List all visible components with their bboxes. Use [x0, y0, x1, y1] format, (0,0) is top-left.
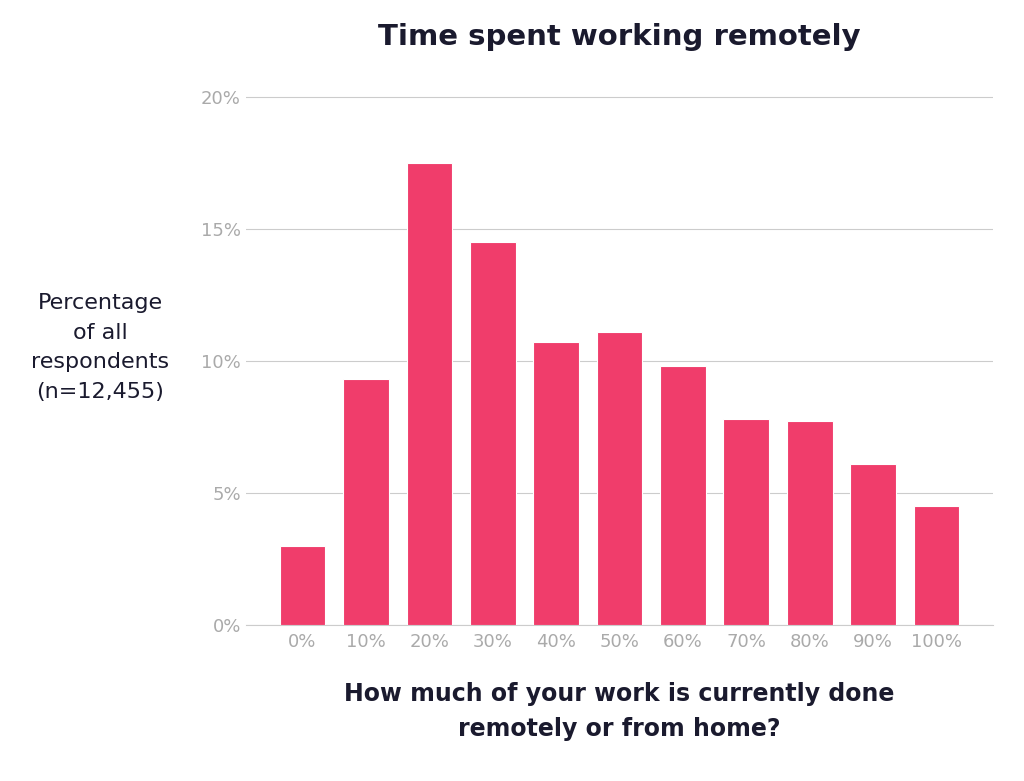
- Bar: [534, 342, 579, 625]
- Bar: [597, 332, 642, 625]
- Bar: [724, 419, 769, 625]
- Bar: [407, 162, 453, 625]
- Bar: [850, 464, 896, 625]
- Bar: [280, 546, 326, 625]
- Bar: [470, 242, 515, 625]
- Bar: [913, 506, 959, 625]
- X-axis label: How much of your work is currently done
remotely or from home?: How much of your work is currently done …: [344, 682, 895, 741]
- Y-axis label: Percentage
of all
respondents
(n=12,455): Percentage of all respondents (n=12,455): [31, 293, 169, 402]
- Bar: [660, 366, 706, 625]
- Bar: [343, 380, 389, 625]
- Bar: [786, 422, 833, 625]
- Title: Time spent working remotely: Time spent working remotely: [378, 23, 861, 52]
